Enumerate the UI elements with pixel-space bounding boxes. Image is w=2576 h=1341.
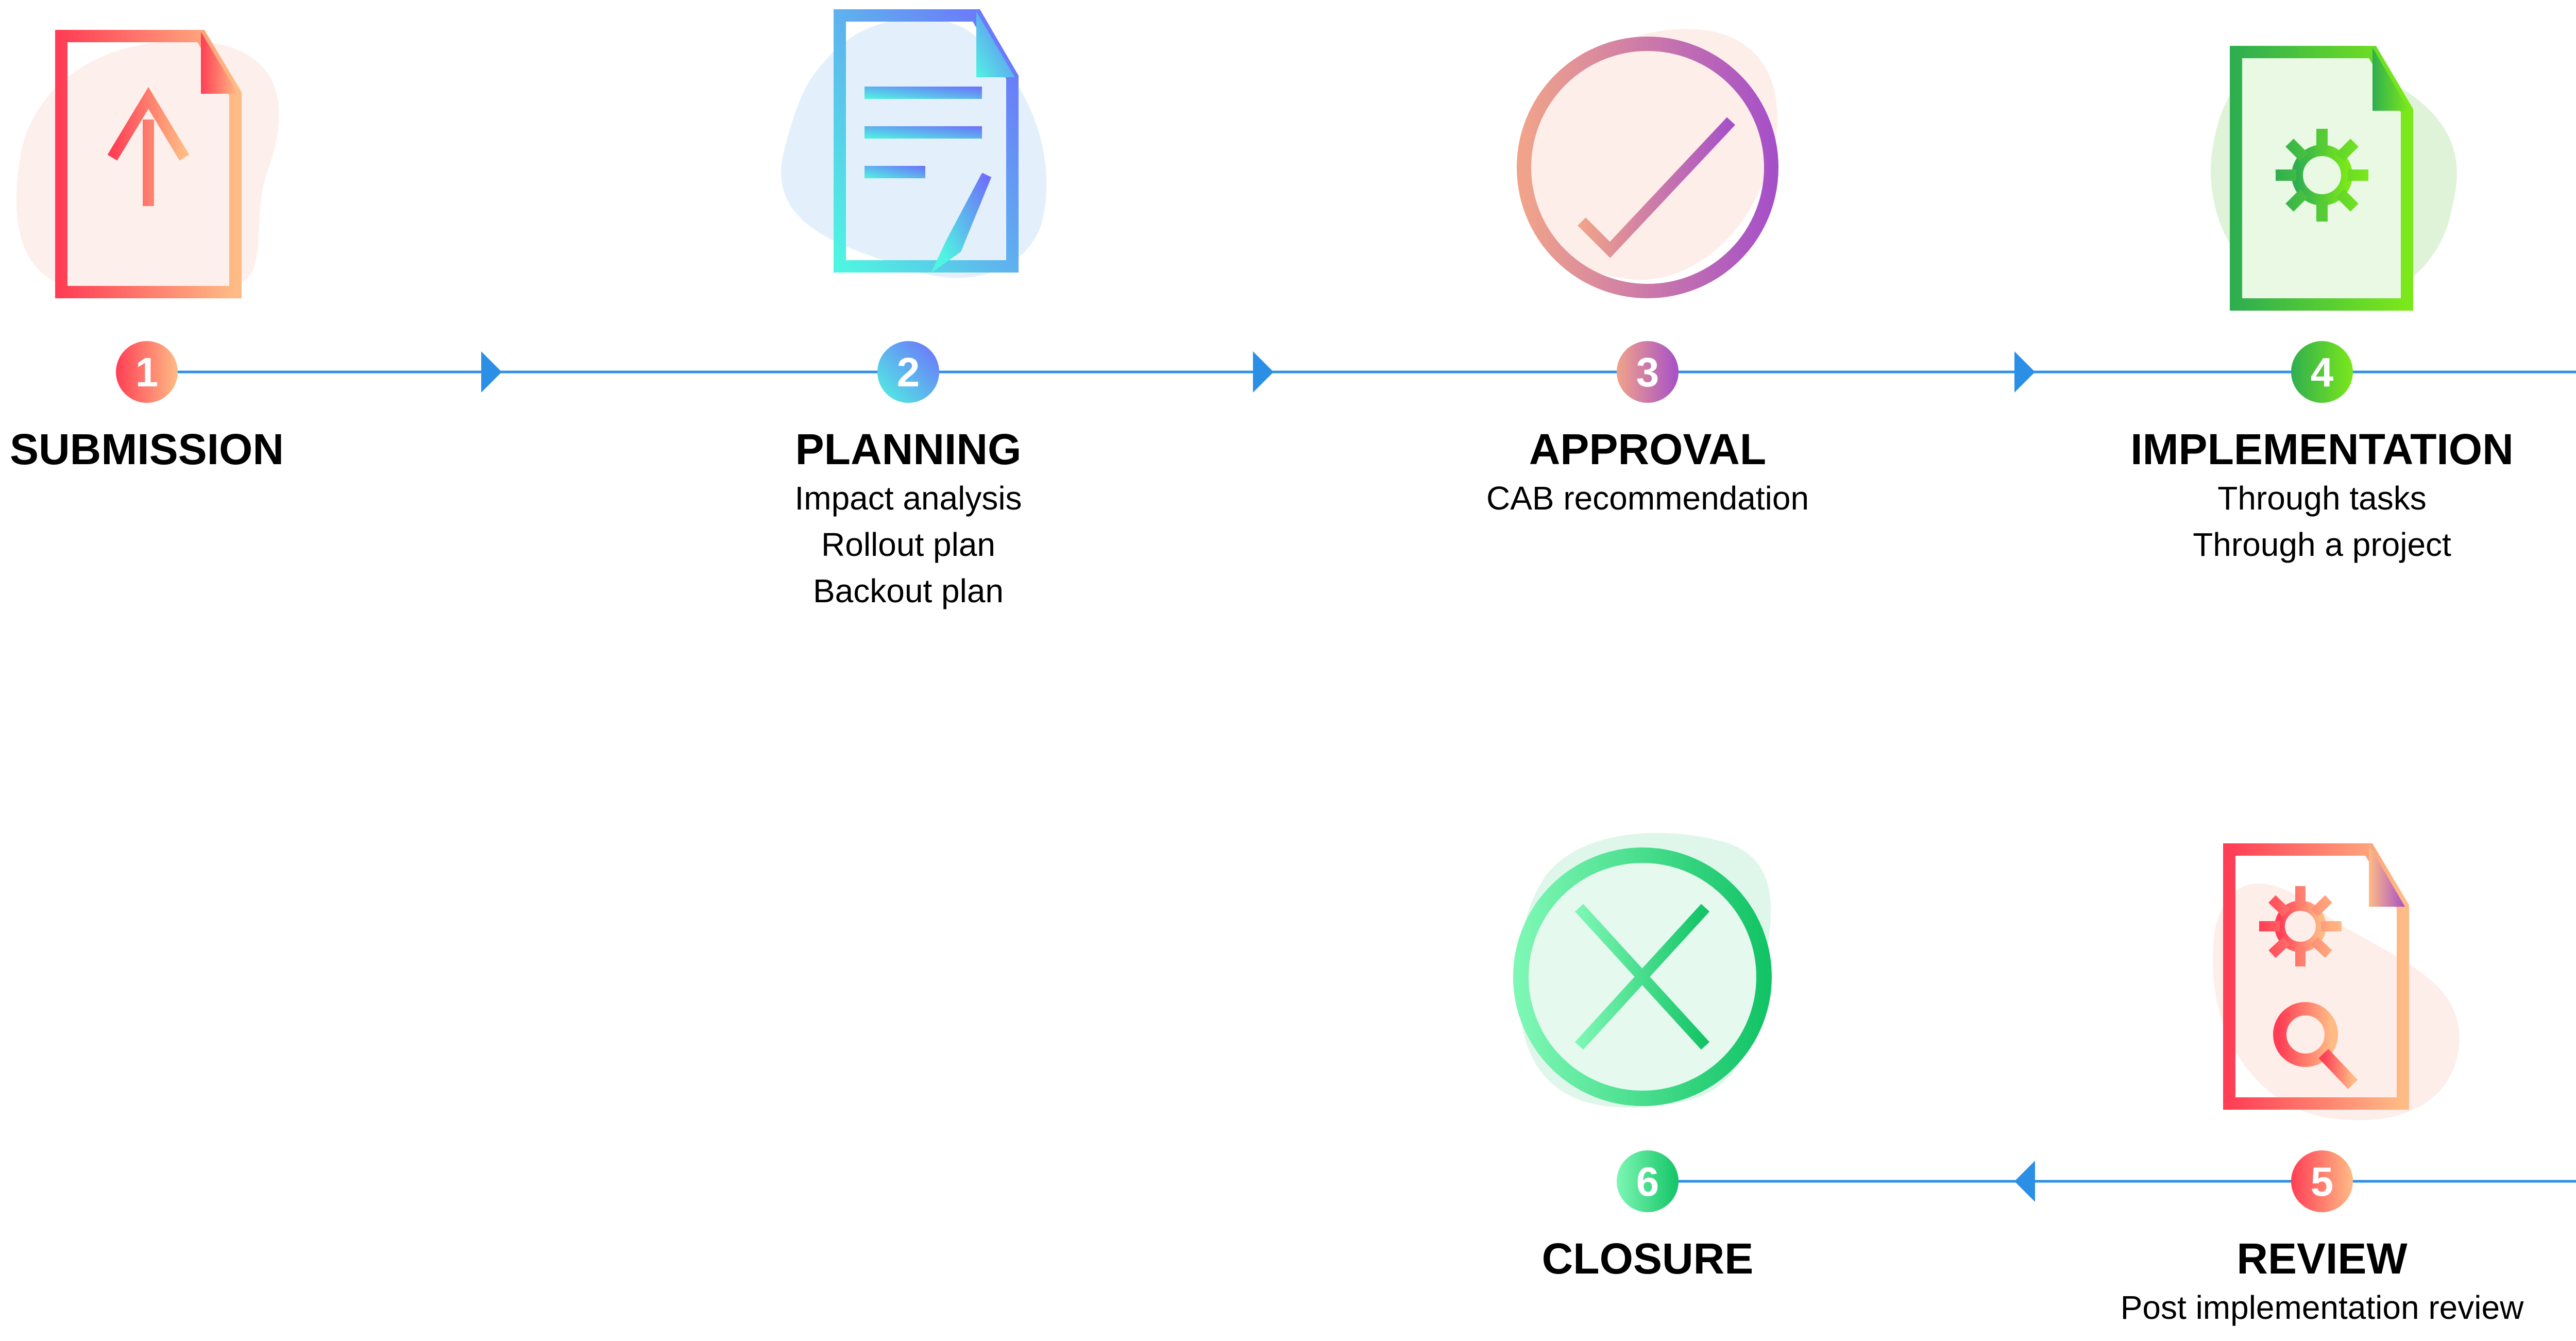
step-number: 2 bbox=[897, 349, 920, 395]
step-title: IMPLEMENTATION bbox=[2130, 425, 2514, 473]
document-gear-icon bbox=[2211, 46, 2457, 311]
step-title: PLANNING bbox=[795, 425, 1022, 473]
checkmark-circle-icon bbox=[1517, 29, 1778, 298]
step-badge-6: 6 bbox=[1617, 1150, 1679, 1212]
step-detail: Through tasks bbox=[2217, 480, 2427, 517]
step-planning: PLANNING Impact analysis Rollout plan Ba… bbox=[651, 423, 1166, 614]
step-submission: SUBMISSION bbox=[0, 423, 404, 475]
document-gear-search-icon bbox=[2213, 843, 2460, 1121]
step-closure: CLOSURE bbox=[1390, 1233, 1905, 1284]
step-badge-3: 3 bbox=[1617, 341, 1679, 403]
step-title: REVIEW bbox=[2236, 1234, 2408, 1283]
arrow-right-icon bbox=[2014, 351, 2035, 393]
step-title: SUBMISSION bbox=[9, 425, 284, 473]
step-badge-4: 4 bbox=[2291, 341, 2353, 403]
step-number: 6 bbox=[1636, 1159, 1659, 1204]
step-approval: APPROVAL CAB recommendation bbox=[1390, 423, 1905, 521]
step-detail: CAB recommendation bbox=[1486, 480, 1809, 517]
step-number: 1 bbox=[135, 349, 159, 395]
step-number: 5 bbox=[2311, 1159, 2334, 1204]
step-detail: Impact analysis bbox=[794, 480, 1022, 517]
document-upload-icon bbox=[16, 30, 279, 298]
step-detail: Rollout plan bbox=[821, 526, 995, 563]
x-circle-icon bbox=[1513, 833, 1772, 1108]
step-implementation: IMPLEMENTATION Through tasks Through a p… bbox=[2064, 423, 2576, 568]
arrow-right-icon bbox=[481, 351, 502, 393]
step-badge-5: 5 bbox=[2291, 1150, 2353, 1212]
step-title: CLOSURE bbox=[1541, 1234, 1754, 1283]
step-badge-1: 1 bbox=[116, 341, 178, 403]
step-detail: Post implementation review bbox=[2120, 1289, 2524, 1326]
step-review: REVIEW Post implementation review bbox=[2064, 1233, 2576, 1331]
arrow-right-icon bbox=[1253, 351, 1274, 393]
connector-lines bbox=[147, 370, 2576, 1183]
flow-arrows bbox=[481, 351, 2035, 1202]
step-detail: Backout plan bbox=[812, 572, 1004, 609]
arrow-left-icon bbox=[2014, 1161, 2035, 1202]
document-edit-icon bbox=[781, 9, 1047, 278]
step-detail: Through a project bbox=[2193, 526, 2451, 563]
step-number: 4 bbox=[2311, 349, 2334, 395]
step-title: APPROVAL bbox=[1529, 425, 1767, 473]
step-number: 3 bbox=[1636, 349, 1659, 395]
step-badge-2: 2 bbox=[877, 341, 939, 403]
